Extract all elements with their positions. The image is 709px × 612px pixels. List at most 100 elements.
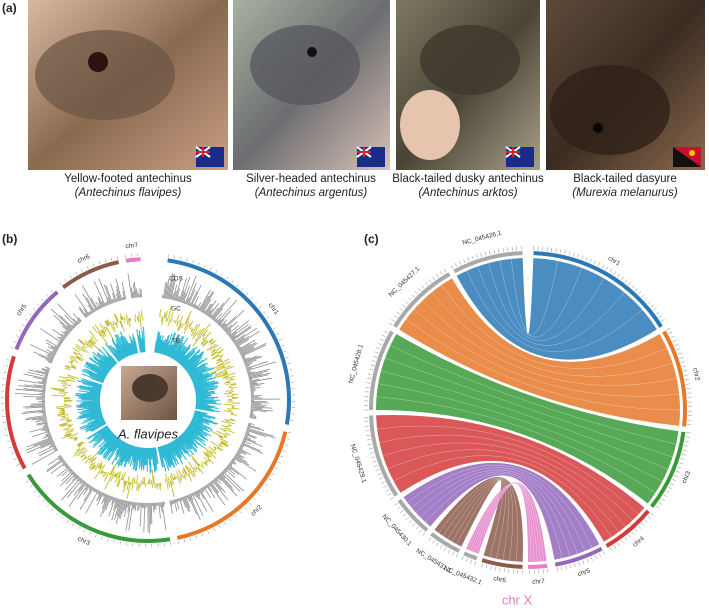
- chrom-arc: [393, 272, 451, 328]
- track-label: TE: [172, 338, 181, 345]
- chrom-arc: [528, 563, 548, 569]
- gc-track: [164, 418, 236, 498]
- scientific-name: (Murexia melanurus): [572, 187, 678, 199]
- highlight-label: chr X: [502, 592, 533, 607]
- chrom-label: chr6: [493, 575, 507, 584]
- tick-marks: [428, 537, 459, 558]
- gc-track: [159, 305, 241, 416]
- te-track: [104, 331, 139, 362]
- eye: [307, 47, 317, 57]
- chrom-arc: [554, 546, 603, 567]
- chrom-label: chr3: [76, 535, 91, 547]
- chrom-label: NC_045427.1: [388, 265, 422, 298]
- hand: [400, 90, 460, 160]
- gc-track: [50, 373, 80, 442]
- te-track: [74, 378, 107, 433]
- tick-marks: [533, 246, 665, 322]
- chrom-label: NC_045429.1: [349, 443, 368, 484]
- tick-marks: [1, 359, 23, 472]
- chrom-label: chr1: [267, 302, 280, 317]
- scientific-name: (Antechinus argentus): [255, 187, 368, 199]
- ribbon-texture: [377, 425, 639, 538]
- chrom-label: chr5: [15, 303, 28, 318]
- tick-marks: [394, 502, 426, 536]
- chrom-label: chr2: [691, 367, 701, 381]
- synteny-ribbon: [403, 462, 600, 560]
- tick-marks: [655, 432, 691, 509]
- common-name: Black-tailed dusky antechinus: [392, 173, 544, 185]
- circos-c: chr1 NC_045426.1 chr2 NC_045427.1 chr3 NC_045…: [348, 230, 701, 608]
- cds-track: [74, 278, 127, 318]
- animal: [550, 65, 670, 155]
- common-name: Silver-headed antechinus: [246, 173, 376, 185]
- common-name: Black-tailed dasyure: [573, 173, 677, 185]
- center-label: A. flavipes: [117, 426, 178, 441]
- panel-label: (a): [2, 1, 17, 15]
- tick-marks: [59, 256, 119, 286]
- chrom-arc: [369, 330, 394, 410]
- tick-marks: [481, 563, 523, 574]
- te-track: [86, 425, 159, 474]
- te-track: [157, 410, 219, 472]
- chrom-arc: [430, 532, 461, 553]
- chrom-label: chr7: [532, 578, 545, 586]
- tick-marks: [461, 556, 477, 566]
- chrom-arc: [4, 355, 27, 470]
- tick-marks: [177, 432, 292, 544]
- te-track: [81, 346, 118, 384]
- chrom-arc: [453, 251, 523, 274]
- synteny-ribbon: [456, 258, 657, 360]
- circos-b: chr1chr2chr3chr4chr5chr6chr7CDSGCTEA. fl…: [1, 242, 295, 547]
- chrom-arc: [61, 260, 120, 289]
- animal: [250, 25, 360, 105]
- animal: [420, 25, 520, 95]
- tick-marks: [124, 253, 139, 258]
- chrom-label: chr3: [681, 470, 693, 485]
- synteny-ribbon: [399, 278, 680, 426]
- synteny-ribbon: [466, 482, 547, 562]
- chrom-label: chr1: [607, 255, 622, 268]
- center-animal: [132, 374, 168, 402]
- cds-track: [169, 422, 276, 520]
- cds-track: [14, 366, 59, 465]
- tick-marks: [529, 568, 549, 574]
- chrom-label: chr4: [632, 535, 646, 549]
- tick-marks: [364, 417, 394, 500]
- chrom-label: chr5: [577, 567, 592, 578]
- te-track: [136, 326, 146, 353]
- chrom-label: chr6: [77, 253, 92, 265]
- track-label: CDS: [169, 276, 183, 283]
- tick-marks: [25, 480, 172, 547]
- eye: [88, 52, 108, 72]
- te-track: [154, 331, 222, 413]
- ribbon-texture: [405, 284, 681, 411]
- chrom-label: NC_045426.1: [462, 230, 503, 247]
- chrom-label: NC_045430.1: [380, 513, 413, 548]
- scientific-name: (Antechinus arktos): [418, 187, 517, 199]
- chrom-arc: [369, 415, 399, 497]
- chrom-arc: [605, 509, 650, 548]
- gc-track: [64, 330, 101, 371]
- chrom-label: chr2: [250, 504, 264, 518]
- common-name: Yellow-footed antechinus: [64, 173, 192, 185]
- tick-marks: [666, 327, 692, 426]
- synteny-ribbon: [376, 334, 679, 504]
- track-label: GC: [171, 306, 181, 313]
- chrom-arc: [26, 473, 171, 543]
- cds-track: [30, 303, 82, 364]
- tick-marks: [364, 330, 388, 411]
- chrom-arc: [463, 551, 478, 561]
- flag-png: [673, 147, 701, 167]
- gc-track: [73, 441, 162, 500]
- tick-marks: [388, 269, 447, 326]
- chrom-arc: [662, 330, 687, 427]
- cds-track: [161, 273, 280, 420]
- tick-marks: [10, 289, 53, 349]
- chrom-label: NC_045428.1: [348, 343, 365, 384]
- ribbon-texture: [376, 345, 677, 493]
- chrom-arc: [125, 257, 141, 263]
- chrom-label: chr7: [125, 242, 139, 250]
- panel-label: (b): [2, 232, 17, 246]
- chrom-arc: [650, 431, 686, 508]
